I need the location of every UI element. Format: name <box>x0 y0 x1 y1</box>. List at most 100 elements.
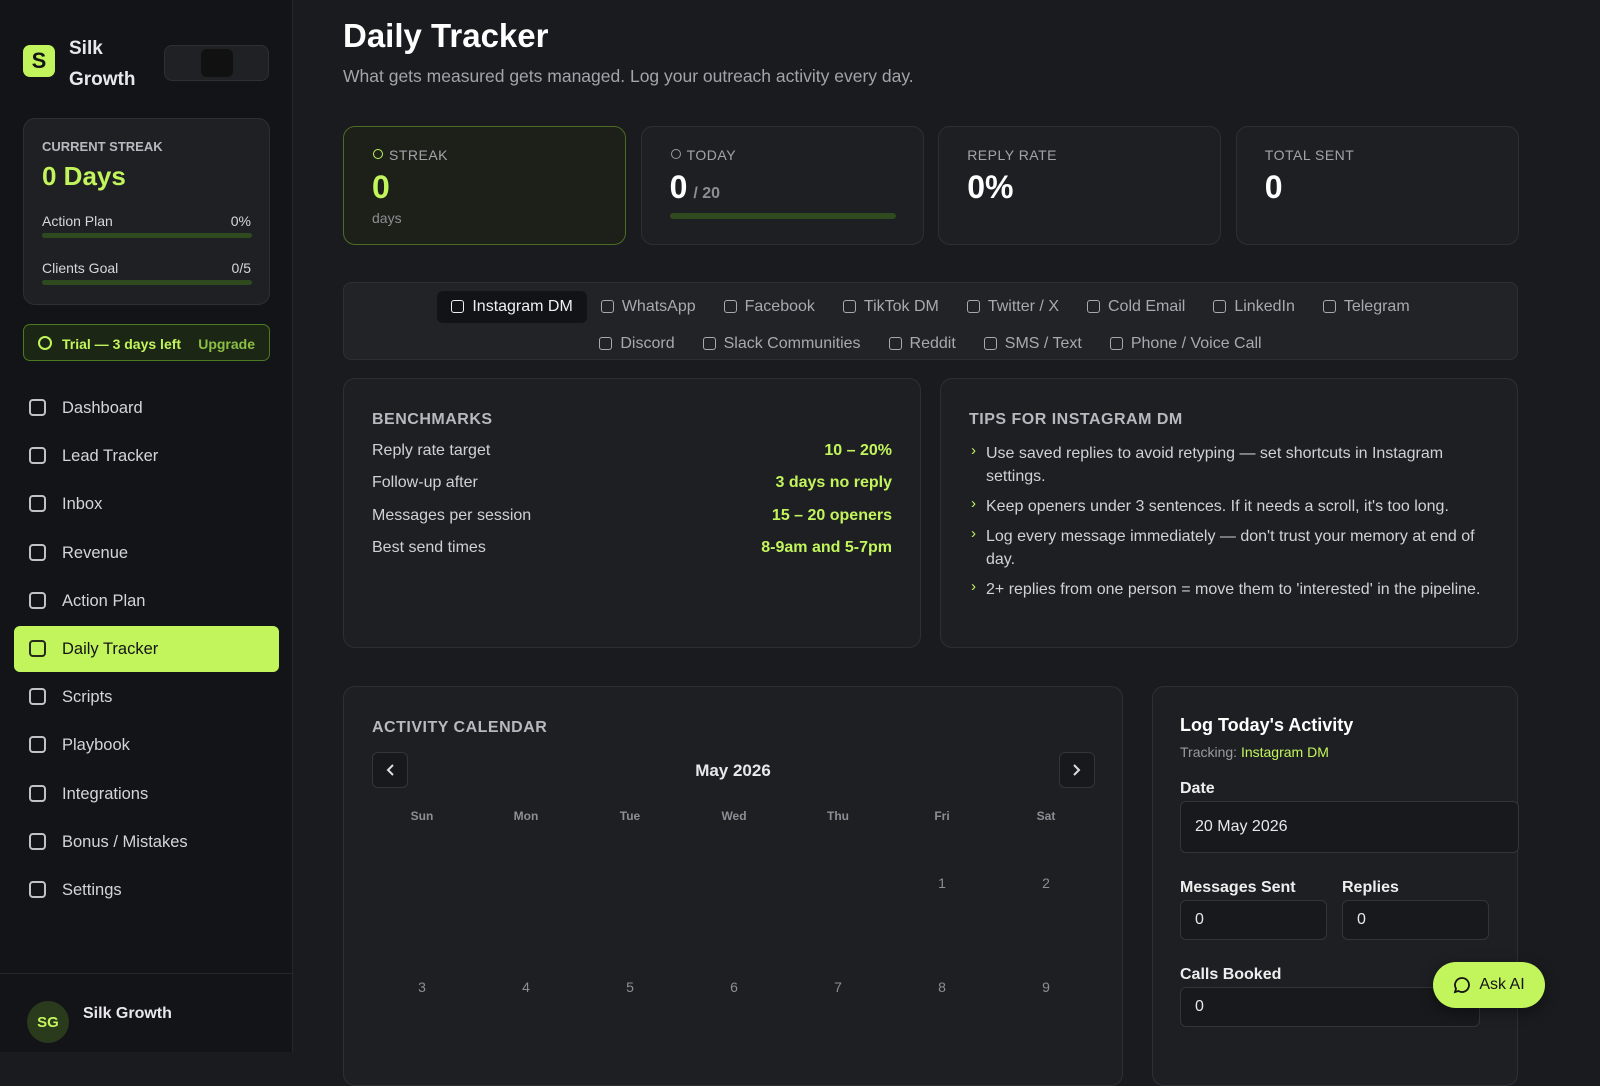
ask-ai-label: Ask AI <box>1479 976 1525 993</box>
nav-item[interactable]: Integrations <box>14 771 279 817</box>
tab-label: Cold Email <box>1107 297 1186 315</box>
calendar-day[interactable]: 5 <box>626 979 634 995</box>
clock-icon <box>38 336 52 350</box>
progress-label: Clients Goal <box>42 260 119 276</box>
stat-value-row: 0 <box>1265 169 1283 206</box>
field-label: Replies <box>1342 879 1399 896</box>
nav-icon <box>29 736 46 754</box>
progress-bar <box>42 233 252 238</box>
tip-bullet: › <box>971 495 976 512</box>
stat-value: 0% <box>967 169 1014 205</box>
chat-icon <box>1453 977 1471 994</box>
nav-icon <box>29 784 46 802</box>
channel-tab[interactable]: Phone / Voice Call <box>1096 328 1276 360</box>
tab-label: WhatsApp <box>621 297 696 315</box>
nav-item[interactable]: Playbook <box>14 722 279 768</box>
tip-bullet: › <box>971 442 976 459</box>
nav-item[interactable]: Lead Tracker <box>14 433 279 479</box>
nav-item[interactable]: Revenue <box>14 530 279 576</box>
calendar-day[interactable]: 7 <box>834 979 842 995</box>
nav-item[interactable]: Inbox <box>14 481 279 527</box>
weekday: Mon <box>513 809 539 823</box>
nav-icon <box>29 881 46 898</box>
calendar-day[interactable]: 1 <box>938 875 946 891</box>
field-input[interactable]: 0 <box>1180 987 1480 1027</box>
tab-label: SMS / Text <box>1004 334 1082 352</box>
field-input[interactable]: 0 <box>1342 900 1489 940</box>
chevron-left <box>386 764 394 776</box>
channel-tab[interactable]: Reddit <box>875 328 970 360</box>
ask-ai-button[interactable]: Ask AI <box>1433 962 1545 1008</box>
theme-toggle[interactable] <box>164 45 269 81</box>
stat-value: 0 <box>669 169 688 205</box>
streak-label: CURRENT STREAK <box>42 139 163 154</box>
tracking-label: Tracking: <box>1180 744 1238 760</box>
nav-icon <box>29 447 46 465</box>
nav-item[interactable]: Action Plan <box>14 578 279 624</box>
avatar: SG <box>27 1001 69 1043</box>
next-month[interactable] <box>1059 752 1095 788</box>
benchmark-value: 3 days no reply <box>775 474 893 492</box>
field-value: 20 May 2026 <box>1195 818 1288 835</box>
nav-label: Lead Tracker <box>62 447 159 466</box>
weekday: Wed <box>721 809 747 823</box>
field-input[interactable]: 20 May 2026 <box>1180 801 1519 853</box>
trial-banner: Trial — 3 days left Upgrade <box>23 324 270 361</box>
benchmark-value: 10 – 20% <box>824 442 892 459</box>
stat-card: STREAK 0 days <box>343 126 626 245</box>
nav-label: Playbook <box>62 736 130 755</box>
nav-item[interactable]: Bonus / Mistakes <box>14 819 279 865</box>
upgrade-link[interactable]: Upgrade <box>198 336 255 352</box>
benchmark-value: 8-9am and 5-7pm <box>761 538 892 556</box>
nav-icon <box>29 591 46 609</box>
nav-label: Settings <box>62 881 122 899</box>
prev-month[interactable] <box>372 752 408 788</box>
tab-icon <box>451 300 465 313</box>
stat-target: / 20 <box>693 185 721 202</box>
tab-label: Slack Communities <box>723 334 861 352</box>
calendar-day[interactable]: 2 <box>1042 875 1050 891</box>
channel-tab[interactable]: Instagram DM <box>437 290 587 323</box>
tab-icon <box>1213 300 1227 313</box>
stat-progress <box>669 213 896 219</box>
channel-tab[interactable]: Cold Email <box>1073 291 1199 323</box>
channel-tab[interactable]: Slack Communities <box>689 328 875 360</box>
nav-label: Scripts <box>62 688 113 707</box>
nav-item[interactable]: Daily Tracker <box>14 626 279 672</box>
channel-tab[interactable]: SMS / Text <box>970 328 1096 360</box>
nav-item[interactable]: Settings <box>14 867 279 913</box>
nav-item[interactable]: Dashboard <box>14 385 279 431</box>
calendar-day[interactable]: 4 <box>522 979 530 995</box>
field-input[interactable]: 0 <box>1180 900 1327 940</box>
channel-tab[interactable]: Telegram <box>1309 291 1424 323</box>
streak-card: CURRENT STREAK 0 Days Action Plan 0% Clien… <box>23 118 270 305</box>
nav-label: Dashboard <box>62 399 143 417</box>
tab-label: LinkedIn <box>1234 297 1295 315</box>
field-value: 0 <box>1195 998 1204 1015</box>
benchmark-label: Follow-up after <box>372 474 478 492</box>
channel-tab[interactable]: WhatsApp <box>587 291 710 323</box>
channel-tab[interactable]: Twitter / X <box>953 291 1073 323</box>
calendar-day[interactable]: 9 <box>1042 979 1050 995</box>
channel-tab[interactable]: TikTok DM <box>829 291 953 323</box>
calendar-day[interactable]: 6 <box>730 979 738 995</box>
channel-tab[interactable]: LinkedIn <box>1199 291 1309 323</box>
theme-dark[interactable] <box>201 49 233 77</box>
channel-tab[interactable]: Facebook <box>710 291 829 323</box>
channel-tab[interactable]: Discord <box>585 328 688 360</box>
progress-label: Action Plan <box>42 213 113 229</box>
calendar-card: ACTIVITY CALENDAR May 2026 Sun Mon Tue Wed T… <box>343 686 1123 1086</box>
nav-label: Inbox <box>62 495 103 514</box>
tab-icon <box>983 337 997 350</box>
progress-value: 0/5 <box>231 260 251 276</box>
streak-value: 0 Days <box>42 161 126 191</box>
calendar-day[interactable]: 8 <box>938 979 946 995</box>
stat-value-row: 0% <box>967 169 1013 206</box>
nav-item[interactable]: Scripts <box>14 674 279 720</box>
tab-row: Instagram DM WhatsApp Facebook TikTok DM Twi… <box>344 288 1517 325</box>
stat-card: TODAY 0 / 20 <box>640 126 924 245</box>
tab-icon <box>1322 300 1336 313</box>
calendar-day[interactable]: 3 <box>418 979 426 995</box>
tab-icon <box>600 300 614 313</box>
tip-bullet: › <box>971 578 976 595</box>
